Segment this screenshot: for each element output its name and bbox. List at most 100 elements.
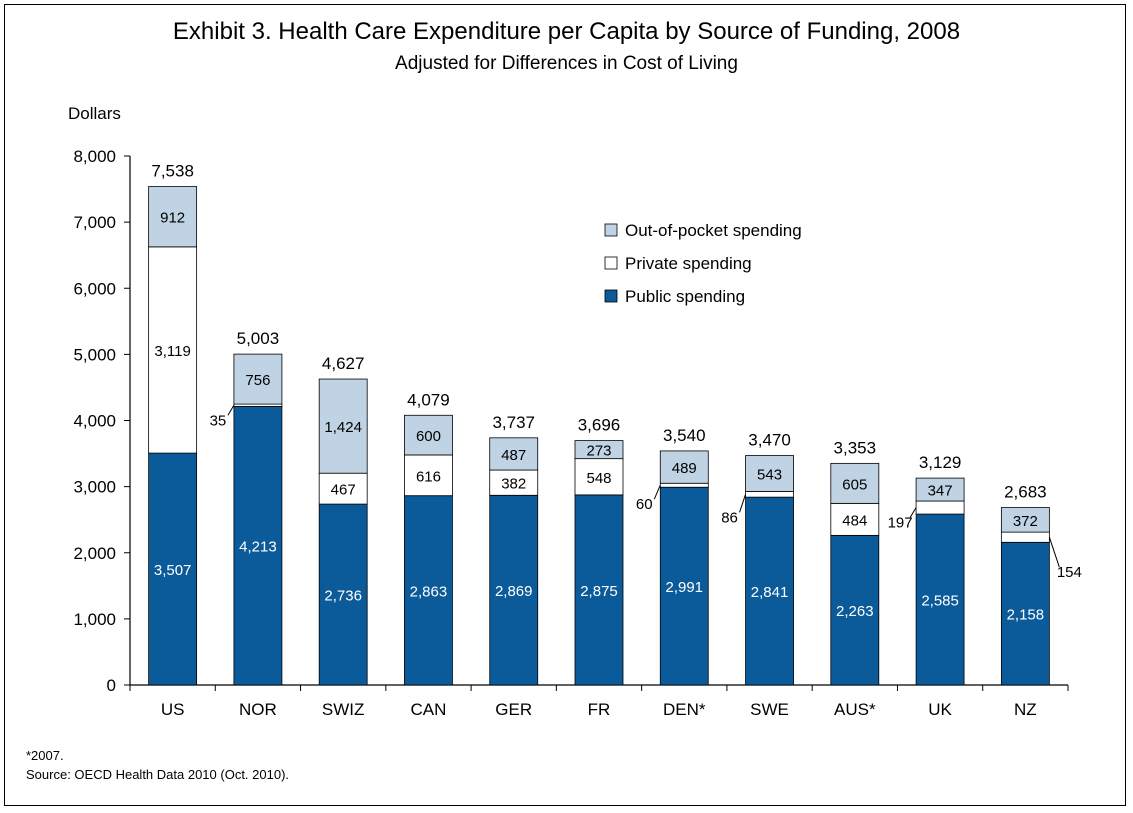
bar-segment-out-of-pocket-aus [830,462,880,504]
data-label-out-of-pocket-aus: 605 [842,476,867,493]
data-label-private-den: 60 [636,496,653,513]
data-label-out-of-pocket-nor: 756 [245,372,270,389]
data-label-public-den: 2,991 [665,579,703,596]
y-tick-label: 7,000 [73,213,116,232]
data-label-total-ger: 3,737 [492,413,535,432]
x-tick-label-den: DEN* [663,700,706,719]
x-tick-label-fr: FR [588,700,611,719]
data-label-total-den: 3,540 [663,426,706,445]
x-tick-label-swe: SWE [750,700,789,719]
data-label-total-can: 4,079 [407,390,450,409]
x-tick-label-nz: NZ [1014,700,1037,719]
bar-segment-public-fr [574,494,624,686]
y-axis-label: Dollars [68,104,121,123]
data-label-private-nz: 154 [1057,564,1082,581]
data-label-public-ger: 2,869 [495,583,533,600]
data-label-out-of-pocket-nz: 372 [1013,513,1038,530]
footnotes: *2007. Source: OECD Health Data 2010 (Oc… [26,746,289,784]
data-label-public-can: 2,863 [410,583,448,600]
legend-label-private-spending: Private spending [625,254,752,273]
chart-subtitle: Adjusted for Differences in Cost of Livi… [395,53,738,74]
legend-swatch-private-spending [604,256,618,270]
leader-line-private-den [653,485,661,500]
bar-segment-out-of-pocket-den [659,450,709,484]
bar-segment-out-of-pocket-us [148,186,198,248]
bar-segment-private-ger [489,469,539,496]
y-tick-label: 2,000 [73,544,116,563]
y-tick-label: 3,000 [73,478,116,497]
data-label-public-swe: 2,841 [751,584,789,601]
y-tick-label: 8,000 [73,147,116,166]
chart-title: Exhibit 3. Health Care Expenditure per C… [172,18,961,45]
bar-segment-private-den [659,482,709,488]
data-label-private-swe: 86 [721,509,738,526]
bar-segment-private-can [404,454,453,497]
bar-segment-private-nz [1000,531,1050,543]
leader-line-private-nor [227,405,235,416]
bar-segment-out-of-pocket-ger [489,437,539,471]
x-tick-label-aus: AUS* [834,700,876,719]
bar-segment-out-of-pocket-swiz [318,378,368,474]
y-tick-label: 1,000 [73,610,116,629]
bar-segment-out-of-pocket-uk [915,477,965,502]
data-label-public-nor: 4,213 [239,539,277,556]
data-label-private-aus: 484 [842,512,867,529]
data-label-out-of-pocket-uk: 347 [928,483,953,500]
y-tick-label: 0 [107,676,116,695]
bar-segment-out-of-pocket-nor [233,353,283,405]
data-label-private-swiz: 467 [331,482,356,499]
bar-segment-private-swe [745,491,794,498]
bar-segment-public-ger [489,494,539,686]
bar-segment-public-den [659,486,709,686]
data-label-total-nor: 5,003 [237,329,280,348]
data-label-public-uk: 2,585 [921,593,959,610]
data-label-public-fr: 2,875 [580,583,618,600]
data-label-total-swiz: 4,627 [322,354,365,373]
footnote-year: *2007. [26,748,64,763]
bar-segment-public-swiz [318,503,368,686]
legend-label-public-spending: Public spending [625,287,745,306]
x-tick-label-can: CAN [411,700,447,719]
data-label-total-fr: 3,696 [578,416,621,435]
leader-line-private-uk [909,507,917,518]
footnote-source: Source: OECD Health Data 2010 (Oct. 2010… [26,767,290,782]
data-label-out-of-pocket-swiz: 1,424 [324,419,362,436]
bar-segment-public-swe [745,496,794,686]
data-label-out-of-pocket-swe: 543 [757,466,782,483]
bar-segment-private-swiz [318,472,368,505]
data-label-total-us: 7,538 [151,162,194,181]
x-tick-label-swiz: SWIZ [322,700,365,719]
legend-swatch-public-spending [604,289,618,303]
legend-swatch-out-of-pocket-spending [604,223,618,237]
bar-segment-out-of-pocket-fr [574,440,624,460]
y-tick-label: 6,000 [73,279,116,298]
x-tick-label-ger: GER [495,700,532,719]
bar-segment-out-of-pocket-can [404,414,453,456]
bar-segment-private-aus [830,502,880,536]
bar-segment-private-us [148,246,198,454]
data-label-private-uk: 197 [888,515,913,532]
data-label-private-fr: 548 [586,470,611,487]
data-label-out-of-pocket-den: 489 [672,460,697,477]
bar-segment-out-of-pocket-swe [745,455,794,492]
data-label-out-of-pocket-fr: 273 [586,443,611,460]
y-tick-label: 5,000 [73,345,116,364]
data-label-private-ger: 382 [501,476,526,493]
data-label-public-swiz: 2,736 [324,588,362,605]
bar-segment-private-uk [915,500,965,515]
leader-line-private-nz [1048,537,1060,568]
data-label-out-of-pocket-can: 600 [416,428,441,445]
data-label-private-us: 3,119 [154,343,190,360]
x-tick-label-uk: UK [928,700,952,719]
data-label-public-nz: 2,158 [1007,607,1045,624]
leader-line-private-swe [739,494,747,513]
data-label-public-us: 3,507 [154,562,192,579]
data-label-out-of-pocket-ger: 487 [501,447,526,464]
bar-segment-public-nz [1000,541,1050,686]
y-tick-label: 4,000 [73,412,116,431]
data-label-total-nz: 2,683 [1004,483,1047,502]
data-label-total-aus: 3,353 [834,438,877,457]
bar-segment-public-can [404,495,453,686]
chart-frame [4,4,1126,806]
